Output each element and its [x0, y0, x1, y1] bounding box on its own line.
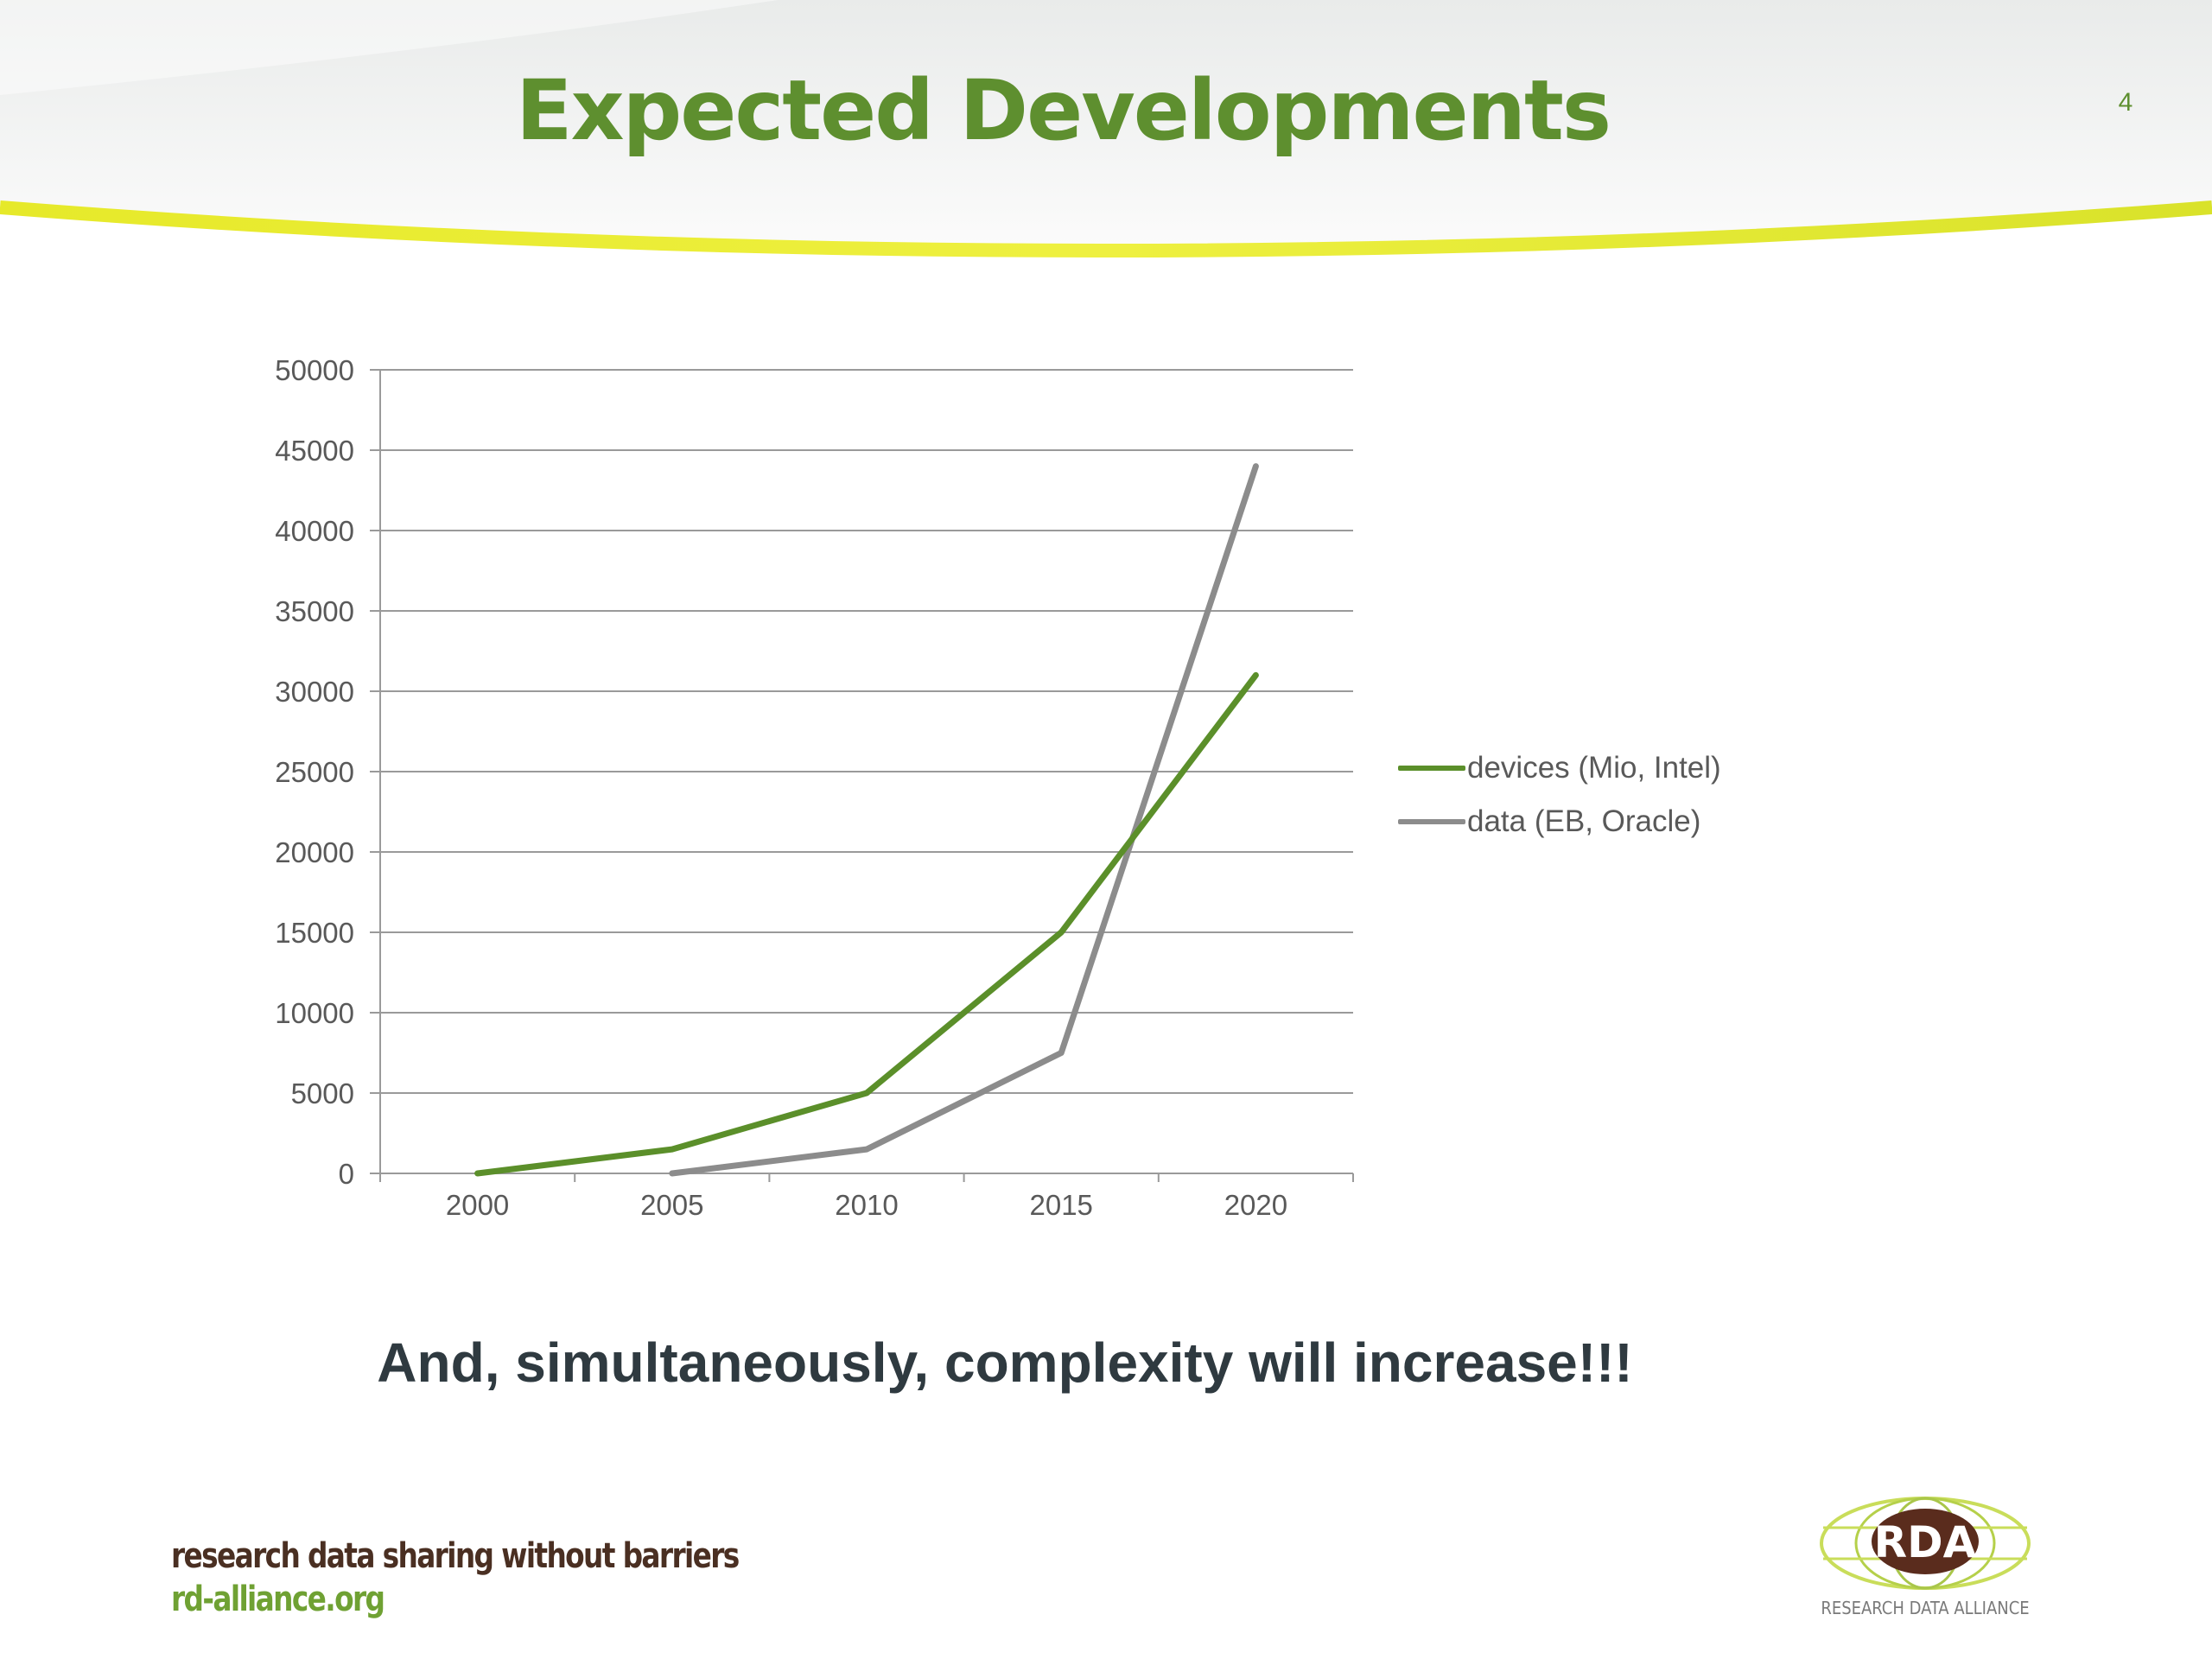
slide-title: Expected Developments [516, 62, 1611, 159]
rda-logo: RDA RESEARCH DATA ALLIANCE [1820, 1497, 2031, 1618]
rda-logo-text: RDA [1874, 1517, 1977, 1567]
x-tick-label: 2010 [835, 1189, 898, 1221]
x-tick-label: 2005 [640, 1189, 703, 1221]
y-tick-label: 10000 [275, 997, 354, 1029]
legend-label-devices: devices (Mio, Intel) [1467, 751, 1721, 785]
yellow-swoosh [0, 200, 2212, 257]
rda-logo-subtext: RESEARCH DATA ALLIANCE [1821, 1598, 2029, 1618]
legend-label-data: data (EB, Oracle) [1467, 804, 1701, 838]
y-tick-label: 50000 [275, 354, 354, 386]
legend-item: data (EB, Oracle) [1398, 795, 1721, 849]
y-tick-label: 30000 [275, 676, 354, 708]
slide-tagline: And, simultaneously, complexity will inc… [377, 1332, 1633, 1394]
series-line-data [669, 463, 1259, 1177]
footer-url[interactable]: rd-alliance.org [171, 1580, 385, 1619]
footer-slogan: research data sharing without barriers [171, 1536, 740, 1576]
x-tick-label: 2000 [446, 1189, 509, 1221]
y-tick-label: 25000 [275, 756, 354, 788]
legend-item: devices (Mio, Intel) [1398, 741, 1721, 795]
y-tick-label: 0 [339, 1158, 354, 1190]
legend-swatch-data [1398, 819, 1465, 824]
series-line-devices [474, 671, 1259, 1177]
y-tick-label: 40000 [275, 515, 354, 547]
y-tick-label: 5000 [291, 1077, 354, 1109]
x-tick-label: 2020 [1224, 1189, 1287, 1221]
y-tick-label: 35000 [275, 595, 354, 627]
y-tick-label: 45000 [275, 435, 354, 467]
slide-number: 4 [2118, 88, 2133, 117]
chart-legend: devices (Mio, Intel) data (EB, Oracle) [1398, 741, 1721, 849]
x-tick-label: 2015 [1029, 1189, 1092, 1221]
header-band [0, 0, 2212, 257]
y-tick-label: 15000 [275, 917, 354, 949]
legend-swatch-devices [1398, 766, 1465, 771]
y-tick-label: 20000 [275, 836, 354, 868]
